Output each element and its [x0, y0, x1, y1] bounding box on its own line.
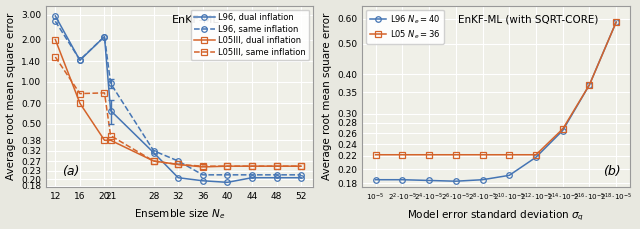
L96, dual inflation — [199, 179, 207, 182]
L05 $N_e = 36$ — [479, 153, 486, 156]
L05III, same inflation — [100, 92, 108, 94]
L96 $N_e = 40$ — [399, 178, 406, 181]
L05 $N_e = 36$ — [532, 153, 540, 156]
L96, dual inflation — [150, 151, 157, 154]
L96, same inflation — [150, 149, 157, 152]
L05III, dual inflation — [100, 139, 108, 142]
L05III, dual inflation — [76, 102, 84, 105]
L05III, same inflation — [223, 165, 231, 168]
L96, dual inflation — [107, 109, 115, 112]
L05III, dual inflation — [51, 38, 59, 41]
L05 $N_e = 36$ — [559, 128, 566, 130]
L96, dual inflation — [223, 181, 231, 184]
Legend: L96 $N_e = 40$, L05 $N_e = 36$: L96 $N_e = 40$, L05 $N_e = 36$ — [367, 10, 444, 44]
L96 $N_e = 40$ — [559, 129, 566, 132]
Text: (a): (a) — [62, 165, 79, 178]
Line: L05III, dual inflation: L05III, dual inflation — [52, 37, 304, 170]
L05III, same inflation — [51, 56, 59, 58]
L96, same inflation — [199, 173, 207, 176]
L05 $N_e = 36$ — [372, 153, 380, 156]
L96 $N_e = 40$ — [452, 180, 460, 183]
Text: EnKF-ML: EnKF-ML — [172, 15, 220, 25]
Text: (b): (b) — [603, 165, 620, 178]
L96, dual inflation — [297, 176, 305, 179]
L96 $N_e = 40$ — [372, 178, 380, 181]
L05III, dual inflation — [199, 166, 207, 168]
Y-axis label: Average root mean square error: Average root mean square error — [322, 13, 332, 180]
L96 $N_e = 40$ — [586, 83, 593, 86]
L96, same inflation — [273, 173, 280, 176]
L05III, dual inflation — [107, 139, 115, 142]
L05 $N_e = 36$ — [586, 83, 593, 86]
L05III, dual inflation — [273, 165, 280, 168]
L05 $N_e = 36$ — [612, 21, 620, 23]
Line: L96 $N_e = 40$: L96 $N_e = 40$ — [373, 19, 619, 184]
X-axis label: Ensemble size $N_e$: Ensemble size $N_e$ — [134, 207, 225, 221]
Legend: L96, dual inflation, L96, same inflation, L05III, dual inflation, L05III, same i: L96, dual inflation, L96, same inflation… — [191, 10, 309, 60]
L96, same inflation — [223, 173, 231, 176]
Line: L96, dual inflation: L96, dual inflation — [52, 13, 304, 185]
L96, same inflation — [174, 160, 182, 162]
Text: EnKF-ML (with SQRT-CORE): EnKF-ML (with SQRT-CORE) — [458, 15, 598, 25]
L96 $N_e = 40$ — [612, 21, 620, 23]
L05 $N_e = 36$ — [452, 153, 460, 156]
L05III, dual inflation — [223, 165, 231, 168]
L05III, same inflation — [174, 163, 182, 166]
L96, same inflation — [107, 82, 115, 85]
L96, dual inflation — [76, 59, 84, 62]
L05III, same inflation — [273, 165, 280, 168]
L05 $N_e = 36$ — [506, 153, 513, 156]
X-axis label: Model error standard deviation $\sigma_q$: Model error standard deviation $\sigma_q… — [407, 209, 584, 224]
L05III, dual inflation — [150, 160, 157, 162]
L96, dual inflation — [248, 176, 256, 179]
L96 $N_e = 40$ — [479, 178, 486, 181]
L96 $N_e = 40$ — [506, 174, 513, 177]
L96 $N_e = 40$ — [425, 179, 433, 182]
L05III, same inflation — [297, 165, 305, 168]
L05III, same inflation — [199, 165, 207, 168]
L96 $N_e = 40$ — [532, 156, 540, 159]
L05III, dual inflation — [297, 165, 305, 168]
L96, same inflation — [297, 173, 305, 176]
L05III, same inflation — [150, 160, 157, 162]
L96, dual inflation — [100, 35, 108, 38]
L96, dual inflation — [174, 176, 182, 179]
L05III, dual inflation — [174, 163, 182, 166]
L96, dual inflation — [273, 176, 280, 179]
L05 $N_e = 36$ — [399, 153, 406, 156]
Line: L05III, same inflation: L05III, same inflation — [52, 54, 304, 169]
L05III, same inflation — [76, 92, 84, 95]
L05III, dual inflation — [248, 165, 256, 168]
Line: L05 $N_e = 36$: L05 $N_e = 36$ — [373, 19, 619, 158]
Line: L96, same inflation: L96, same inflation — [52, 19, 304, 178]
L05 $N_e = 36$ — [425, 153, 433, 156]
L96, same inflation — [248, 173, 256, 176]
L96, same inflation — [100, 35, 108, 38]
L96, same inflation — [76, 58, 84, 61]
L96, dual inflation — [51, 15, 59, 17]
L05III, same inflation — [248, 165, 256, 168]
L05III, same inflation — [107, 134, 115, 137]
L96, same inflation — [51, 20, 59, 23]
Y-axis label: Average root mean square error: Average root mean square error — [6, 13, 15, 180]
